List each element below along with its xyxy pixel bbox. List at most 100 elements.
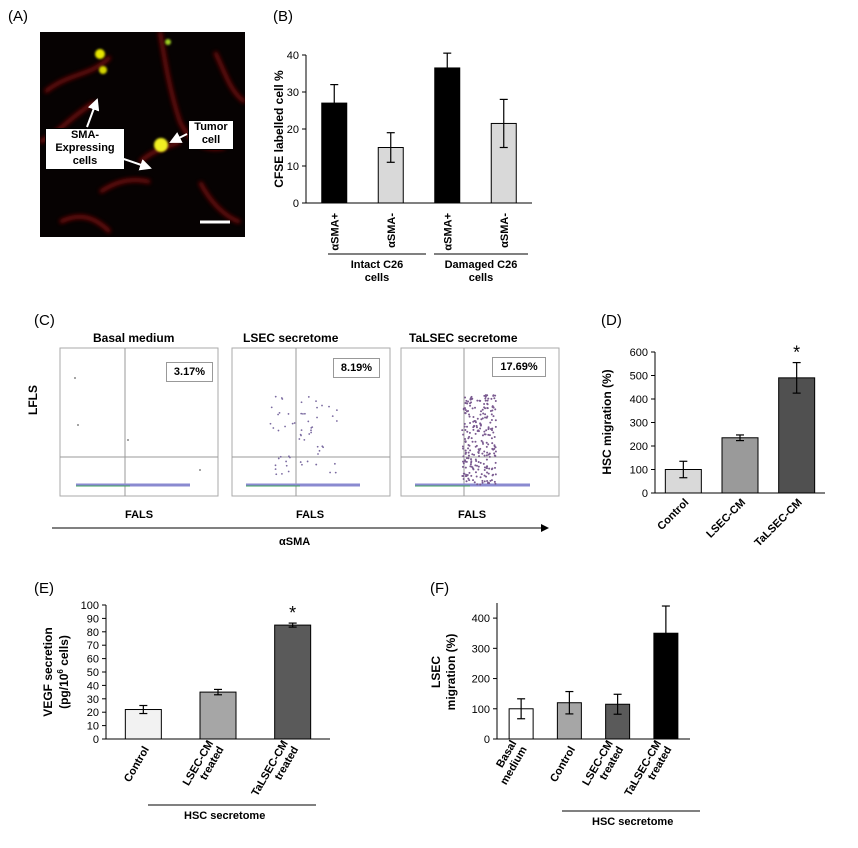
microscopy-image: SMA- Expressing cells Tumor cell	[40, 32, 245, 237]
y-tick-label: 10	[287, 161, 299, 173]
flow-event	[490, 419, 493, 422]
flow-event	[471, 453, 474, 456]
flow-event	[464, 460, 467, 463]
flow-event	[474, 471, 477, 474]
flow-event	[464, 440, 467, 443]
flow-event	[334, 471, 337, 474]
flow-event	[473, 481, 476, 484]
category-label-group: αSMA-	[499, 213, 511, 248]
y-tick-label: 400	[630, 394, 648, 406]
flow-event	[316, 406, 318, 409]
flow-event	[485, 475, 488, 478]
tumor-callout: Tumor cell	[188, 120, 234, 150]
flow-event	[471, 440, 474, 443]
flow-event	[475, 424, 478, 427]
flow-event	[315, 400, 317, 403]
flow-event	[492, 415, 495, 418]
group-label: cells	[469, 272, 493, 284]
flow-event	[491, 467, 494, 470]
flow-event	[494, 473, 497, 476]
flow-event	[281, 472, 283, 475]
panel-label-b: (B)	[273, 8, 293, 25]
category-label: αSMA+	[329, 213, 341, 251]
flow-event	[466, 473, 469, 476]
y-tick-label: 0	[293, 198, 299, 210]
flow-event	[481, 408, 484, 411]
flow-event	[482, 412, 485, 415]
flow-event	[308, 433, 311, 435]
flow-event	[491, 405, 494, 408]
flow-event	[464, 437, 467, 440]
flow-event	[476, 417, 479, 420]
flow-event	[479, 424, 482, 427]
flow-event	[485, 465, 488, 468]
panel-label-d: (D)	[601, 312, 622, 329]
flow-event	[462, 460, 465, 463]
flow-event	[494, 400, 497, 403]
flow-event	[479, 427, 482, 430]
flow-event	[468, 415, 471, 418]
flow-event	[470, 395, 473, 398]
flow-event	[335, 420, 338, 422]
flow-event	[463, 472, 466, 475]
category-label-group: αSMA+	[329, 213, 341, 251]
flow-event	[494, 408, 497, 411]
y-tick-label: 300	[630, 418, 648, 430]
flow-plot-2	[231, 347, 391, 497]
flow-event	[477, 429, 480, 432]
flow-event	[329, 471, 331, 474]
flow-event	[331, 415, 334, 418]
category-label: Control	[548, 745, 578, 785]
flow-event	[461, 445, 464, 448]
flow-event	[477, 448, 480, 451]
flow-event	[468, 431, 471, 434]
flow-event	[469, 463, 472, 466]
y-axis-label-line2: (pg/106 cells)	[56, 635, 71, 709]
flow-event	[491, 442, 494, 445]
flow-event	[477, 451, 480, 454]
sma-callout: SMA- Expressing cells	[45, 128, 125, 170]
flow-event	[333, 462, 336, 465]
flow-event	[487, 397, 490, 400]
y-tick-label: 400	[472, 613, 490, 625]
flow-event	[462, 447, 465, 450]
flow-event	[493, 436, 496, 439]
flow-event	[483, 450, 486, 453]
flow-event	[486, 399, 489, 402]
flow-event	[489, 479, 492, 482]
flow-arrow-label: αSMA	[279, 536, 311, 548]
category-label-group: αSMA+	[442, 213, 454, 251]
flow-event	[474, 406, 477, 409]
flow-event	[464, 411, 467, 414]
flow-event	[462, 455, 465, 458]
flow-event	[494, 450, 497, 453]
flow-event	[468, 444, 471, 447]
flow-event	[287, 470, 290, 473]
flow-event	[491, 409, 494, 412]
bar	[434, 67, 461, 204]
flow-event	[483, 394, 486, 397]
flow-event	[467, 447, 470, 450]
flow-event	[470, 401, 473, 404]
flow-event	[284, 425, 286, 428]
flow-event	[492, 394, 495, 397]
flow-event	[479, 476, 482, 479]
panel-label-e: (E)	[34, 580, 54, 597]
flow-event	[475, 460, 478, 463]
flow-event	[474, 440, 477, 443]
flow-event	[277, 429, 280, 432]
flow-event	[486, 471, 489, 474]
flow-event	[462, 478, 465, 481]
group-label: Damaged C26	[445, 259, 518, 271]
flow-event	[485, 467, 488, 470]
flow-event	[482, 442, 485, 445]
flow-event	[481, 479, 484, 482]
y-tick-label: 60	[87, 654, 99, 666]
flow-event	[277, 457, 280, 460]
flow-event	[463, 425, 466, 428]
flow-event	[481, 481, 484, 484]
